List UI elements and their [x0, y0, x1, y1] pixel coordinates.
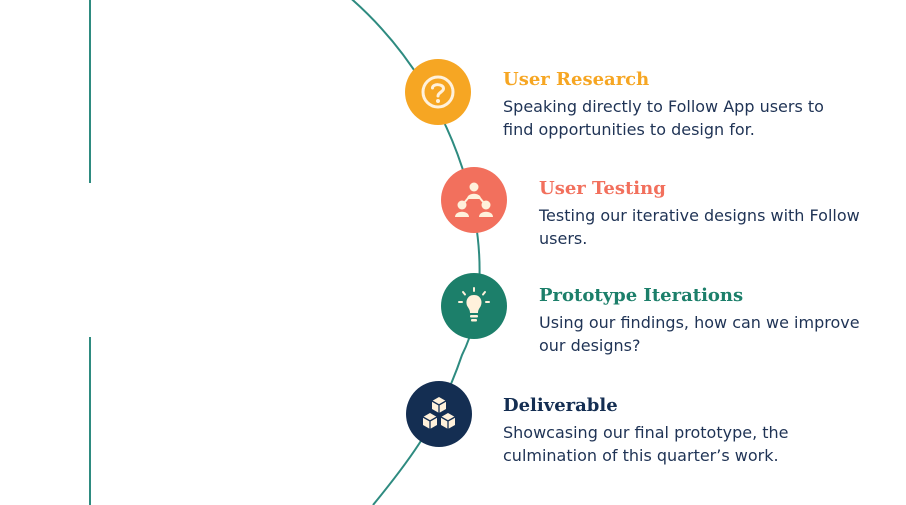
step-title: User Testing	[539, 178, 666, 199]
step-title: User Research	[503, 69, 650, 90]
step-user-research: User Research Speaking directly to Follo…	[503, 68, 843, 141]
step-description: Speaking directly to Follow App users to…	[503, 97, 824, 139]
deliverable-icon-circle	[406, 381, 472, 447]
lightbulb-icon	[458, 287, 490, 322]
user-research-icon-circle	[405, 59, 471, 125]
step-title: Deliverable	[503, 395, 618, 416]
step-description: Testing our iterative designs with Follo…	[539, 206, 860, 248]
user-testing-icon-circle	[441, 167, 507, 233]
step-description: Using our findings, how can we improve o…	[539, 313, 860, 355]
step-deliverable: Deliverable Showcasing our final prototy…	[503, 394, 843, 467]
step-prototype-iterations: Prototype Iterations Using our findings,…	[539, 284, 879, 357]
boxes-icon	[422, 397, 456, 429]
step-title: Prototype Iterations	[539, 285, 744, 306]
prototype-iterations-icon-circle	[441, 273, 507, 339]
left-divider-bottom	[89, 337, 91, 505]
step-description: Showcasing our final prototype, the culm…	[503, 423, 789, 465]
question-icon	[421, 75, 455, 109]
left-divider-top	[89, 0, 91, 183]
step-user-testing: User Testing Testing our iterative desig…	[539, 177, 879, 250]
people-network-icon	[455, 182, 493, 217]
